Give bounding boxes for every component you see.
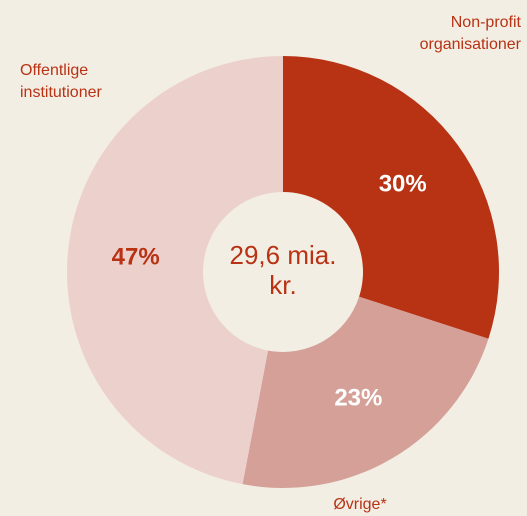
category-label: Non-profit organisationer bbox=[419, 14, 521, 53]
slice bbox=[242, 296, 489, 488]
value-label: 47% bbox=[112, 243, 160, 270]
category-label: Øvrige* bbox=[333, 496, 387, 513]
center-label: 29,6 mia. kr. bbox=[229, 240, 337, 300]
slice bbox=[283, 56, 499, 339]
category-label: Offentlige institutioner bbox=[20, 62, 102, 101]
value-label: 23% bbox=[334, 385, 382, 412]
value-label: 30% bbox=[379, 170, 427, 197]
slice bbox=[67, 56, 283, 485]
